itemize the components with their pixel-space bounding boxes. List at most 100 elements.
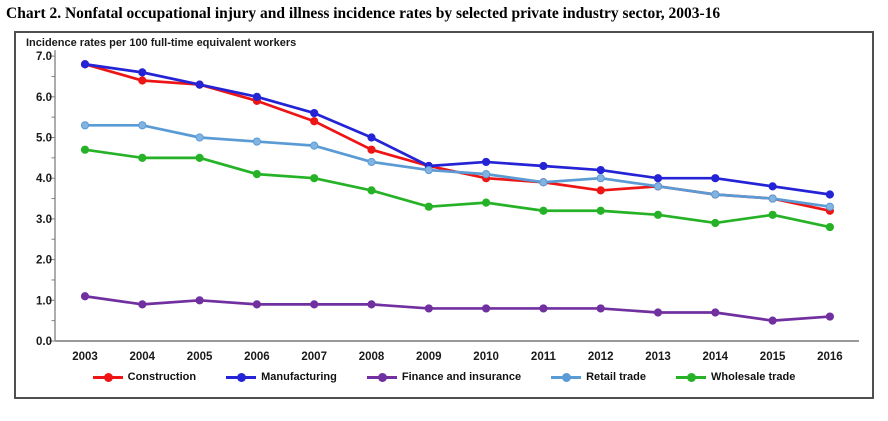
data-point-wholesale-trade-2005	[195, 153, 204, 162]
x-tick-label: 2008	[359, 351, 385, 363]
data-point-wholesale-trade-2012	[596, 206, 605, 215]
data-point-retail-trade-2014	[711, 190, 720, 199]
chart-title: Chart 2. Nonfatal occupational injury an…	[6, 5, 721, 22]
data-point-manufacturing-2005	[195, 80, 204, 89]
data-point-retail-trade-2005	[195, 133, 204, 142]
legend-label: Manufacturing	[261, 371, 337, 383]
x-tick-label: 2013	[645, 351, 671, 363]
data-point-construction-2008	[367, 145, 376, 154]
data-point-manufacturing-2015	[768, 182, 777, 191]
data-point-wholesale-trade-2013	[653, 210, 663, 219]
data-point-retail-trade-2010	[482, 170, 491, 179]
legend-item-construction: Construction	[92, 371, 197, 383]
data-point-retail-trade-2006	[252, 137, 261, 146]
data-point-wholesale-trade-2009	[424, 202, 433, 211]
data-point-retail-trade-2016	[825, 202, 835, 211]
chart-legend: Construction Manufacturing Finance and ins…	[16, 371, 872, 383]
x-tick-label: 2003	[72, 351, 98, 363]
data-point-retail-trade-2004	[138, 121, 147, 130]
y-axis-note: Incidence rates per 100 full-time equiva…	[26, 37, 297, 49]
x-tick-label: 2005	[187, 351, 213, 363]
data-point-construction-2004	[138, 76, 147, 85]
data-point-wholesale-trade-2008	[367, 186, 376, 195]
legend-label: Finance and insurance	[401, 371, 522, 383]
legend-item-wholesale-trade: Wholesale trade	[676, 371, 795, 383]
x-tick-label: 2010	[473, 351, 499, 363]
data-point-wholesale-trade-2010	[482, 198, 491, 207]
data-point-finance-and-insurance-2011	[539, 304, 548, 313]
data-point-manufacturing-2011	[539, 161, 548, 171]
legend-label: Construction	[127, 371, 197, 383]
y-tick-label: 5.0	[36, 133, 52, 145]
data-point-finance-and-insurance-2013	[653, 308, 663, 317]
x-tick-label: 2006	[244, 351, 270, 363]
data-point-retail-trade-2007	[310, 141, 319, 150]
data-point-finance-and-insurance-2005	[195, 296, 204, 305]
data-point-manufacturing-2016	[825, 190, 835, 199]
data-point-construction-2007	[310, 117, 319, 126]
legend-item-manufacturing: Manufacturing	[226, 371, 337, 383]
legend-item-retail-trade: Retail trade	[551, 371, 646, 383]
data-point-construction-2012	[596, 186, 605, 195]
series-line-retail-trade	[83, 123, 832, 209]
data-point-wholesale-trade-2007	[310, 174, 319, 183]
y-tick-label: 4.0	[36, 173, 52, 185]
y-tick-label: 7.0	[36, 51, 52, 63]
data-point-retail-trade-2003	[80, 121, 90, 130]
data-point-wholesale-trade-2011	[539, 206, 548, 215]
data-point-retail-trade-2011	[539, 178, 548, 187]
data-point-wholesale-trade-2015	[768, 210, 777, 219]
y-tick-label: 6.0	[36, 92, 52, 104]
x-tick-label: 2014	[703, 351, 729, 363]
data-point-wholesale-trade-2006	[252, 170, 261, 179]
x-tick-label: 2011	[531, 351, 557, 363]
data-point-wholesale-trade-2003	[80, 145, 90, 154]
data-point-retail-trade-2013	[653, 182, 663, 191]
data-point-finance-and-insurance-2009	[424, 304, 433, 313]
incidence-line-chart: 0.0 1.0 2.0 3.0 4.0 5.0 6.0 7.0 2003 2004 2005 2006…	[36, 50, 859, 363]
data-point-wholesale-trade-2014	[711, 218, 720, 228]
data-point-finance-and-insurance-2007	[310, 300, 319, 309]
y-tick-label: 3.0	[36, 214, 52, 226]
data-point-retail-trade-2008	[367, 157, 376, 167]
y-tick-label: 2.0	[36, 255, 52, 267]
data-point-finance-and-insurance-2015	[768, 316, 777, 325]
data-point-manufacturing-2014	[711, 174, 720, 183]
legend-marker-icon	[92, 372, 123, 382]
data-point-manufacturing-2010	[482, 157, 491, 167]
legend-marker-icon	[551, 372, 582, 382]
legend-marker-icon	[226, 372, 257, 382]
chart-frame: Incidence rates per 100 full-time equiva…	[14, 31, 874, 399]
data-point-finance-and-insurance-2014	[711, 308, 720, 317]
series-line-finance-and-insurance	[83, 294, 832, 322]
data-point-finance-and-insurance-2004	[138, 300, 147, 309]
data-point-finance-and-insurance-2006	[252, 300, 261, 309]
x-tick-label: 2016	[817, 351, 843, 363]
data-point-finance-and-insurance-2003	[80, 292, 90, 301]
x-tick-label: 2007	[301, 351, 327, 363]
data-point-finance-and-insurance-2008	[367, 300, 376, 309]
legend-label: Retail trade	[586, 371, 646, 383]
series-line-wholesale-trade	[83, 148, 832, 229]
data-point-wholesale-trade-2016	[825, 222, 835, 232]
data-point-manufacturing-2013	[653, 174, 663, 183]
legend-item-finance-and-insurance: Finance and insurance	[366, 371, 522, 383]
legend-label: Wholesale trade	[711, 371, 796, 383]
x-tick-label: 2004	[130, 351, 156, 363]
y-tick-label: 0.0	[36, 336, 52, 348]
data-point-wholesale-trade-2004	[138, 153, 147, 162]
data-point-manufacturing-2007	[310, 108, 319, 118]
data-point-retail-trade-2015	[768, 194, 777, 203]
x-tick-label: 2012	[588, 351, 614, 363]
legend-marker-icon	[676, 372, 706, 382]
x-tick-label: 2009	[416, 351, 442, 363]
data-point-manufacturing-2012	[596, 165, 605, 175]
data-point-manufacturing-2004	[138, 68, 147, 77]
data-point-manufacturing-2006	[252, 92, 261, 101]
data-point-retail-trade-2009	[424, 165, 433, 175]
data-point-finance-and-insurance-2016	[825, 312, 835, 321]
y-tick-label: 1.0	[36, 295, 52, 307]
data-point-finance-and-insurance-2010	[482, 304, 491, 313]
data-point-finance-and-insurance-2012	[596, 304, 605, 313]
